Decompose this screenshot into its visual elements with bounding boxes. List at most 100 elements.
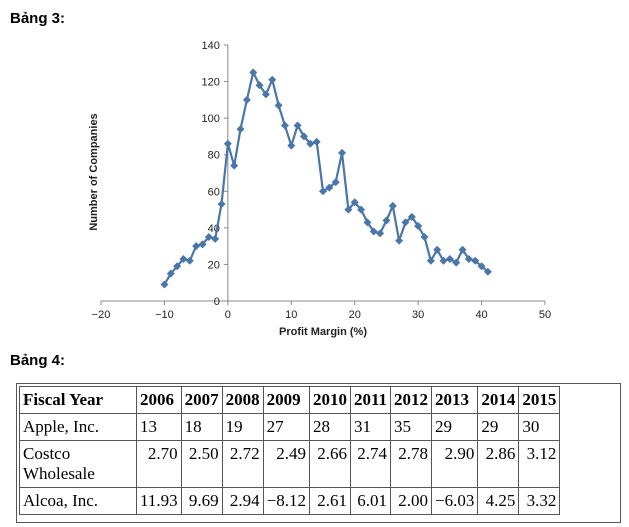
data-point	[236, 125, 245, 134]
series-line	[163, 69, 489, 286]
data-point	[325, 183, 334, 192]
data-point	[388, 201, 397, 210]
table-row: Apple, Inc. 13 18 19 27 28 31 35 29 29 30	[19, 413, 561, 441]
data-point	[249, 68, 258, 77]
table-cell: 2.50	[180, 440, 223, 488]
data-point	[204, 233, 213, 241]
table-body: Apple, Inc. 13 18 19 27 28 31 35 29 29 30 Costco Wh…	[19, 413, 561, 515]
data-point	[452, 258, 461, 267]
data-point	[414, 222, 423, 231]
data-point	[464, 254, 473, 263]
data-point	[192, 242, 201, 251]
header-year: 2006	[136, 386, 182, 414]
table-frame	[16, 383, 621, 523]
x-tick-label: 30	[412, 309, 424, 321]
header-year: 2015	[518, 386, 561, 414]
x-tick-label: 0	[225, 309, 231, 321]
data-point	[401, 218, 410, 227]
table-cell: 3.32	[518, 487, 561, 515]
header-year: 2010	[308, 386, 351, 414]
header-year: 2007	[180, 386, 223, 414]
table-cell: 2.94	[221, 487, 264, 515]
y-tick-label: 120	[201, 77, 219, 89]
data-point	[242, 95, 251, 104]
x-tick-label: 50	[539, 309, 551, 321]
table-heading: Bảng 4:	[10, 352, 66, 369]
data-point	[439, 256, 448, 265]
table-cell: 18	[180, 413, 223, 441]
table-row: Costco Wholesale 2.70 2.50 2.72 2.49 2.66 2.74…	[19, 440, 561, 488]
table-cell: 2.49	[262, 440, 310, 488]
data-point	[376, 229, 385, 238]
data-point	[198, 240, 207, 249]
data-point	[280, 121, 289, 130]
table-row: Alcoa, Inc. 11.93 9.69 2.94 −8.12 2.61 6.01 2.0…	[19, 487, 561, 515]
data-point	[445, 254, 454, 263]
table-cell: 2.72	[221, 440, 264, 488]
table-header-row: Fiscal Year 2006 2007 2008 2009 2010 2011 2012 2…	[19, 386, 561, 414]
data-point	[407, 212, 416, 221]
table-cell: 29	[477, 413, 520, 441]
data-point	[217, 200, 226, 209]
data-point	[426, 256, 435, 265]
header-year: 2014	[477, 386, 520, 414]
header-year: 2011	[349, 386, 392, 414]
data-point	[293, 121, 302, 130]
table-cell: −8.12	[262, 487, 310, 515]
row-label: Costco Wholesale	[19, 440, 137, 488]
table-cell: 2.66	[308, 440, 351, 488]
table-cell: 35	[390, 413, 433, 441]
table-cell: 29	[431, 413, 479, 441]
y-tick-label: 20	[208, 259, 220, 271]
data-point	[287, 141, 296, 150]
x-axis-title: Profit Margin (%)	[279, 326, 367, 338]
table-cell: 6.01	[349, 487, 392, 515]
data-point	[261, 90, 270, 99]
data-point	[211, 234, 220, 243]
data-point	[483, 267, 492, 276]
data-point	[331, 178, 340, 187]
table-cell: −6.03	[431, 487, 479, 515]
data-point	[433, 245, 442, 254]
data-point	[319, 187, 327, 196]
data-point	[268, 75, 277, 84]
data-point	[369, 227, 378, 236]
table-cell: 13	[136, 413, 182, 441]
data-point	[363, 218, 372, 227]
table-cell: 2.78	[390, 440, 433, 488]
y-tick-label: 100	[201, 113, 219, 125]
data-point	[160, 280, 169, 289]
x-tick-label: 20	[349, 309, 361, 321]
data-point	[382, 216, 391, 225]
x-tick-label: −10	[155, 309, 174, 321]
table-cell: 11.93	[136, 487, 182, 515]
data-point	[395, 236, 404, 245]
data-point	[185, 256, 194, 265]
data-point	[179, 254, 188, 263]
data-point	[166, 269, 175, 278]
header-fiscal-year: Fiscal Year	[19, 386, 137, 414]
header-year: 2008	[221, 386, 264, 414]
chart-heading: Bảng 3:	[10, 10, 66, 27]
data-point	[223, 139, 232, 148]
table-cell: 31	[349, 413, 392, 441]
data-point	[274, 101, 283, 110]
x-tick-label: 10	[285, 309, 297, 321]
y-tick-label: 80	[208, 150, 220, 162]
data-point	[477, 262, 486, 271]
y-tick-label: 0	[214, 296, 220, 308]
data-point	[306, 139, 315, 148]
data-point	[420, 233, 429, 241]
table-cell: 19	[221, 413, 264, 441]
x-tick-label: −20	[92, 309, 111, 321]
row-label: Alcoa, Inc.	[19, 487, 137, 515]
table-cell: 28	[308, 413, 351, 441]
data-point	[344, 205, 353, 214]
table-cell: 3.12	[518, 440, 561, 488]
table-cell: 30	[518, 413, 561, 441]
header-year: 2013	[431, 386, 479, 414]
data-point	[312, 137, 321, 146]
data-point	[338, 148, 347, 157]
